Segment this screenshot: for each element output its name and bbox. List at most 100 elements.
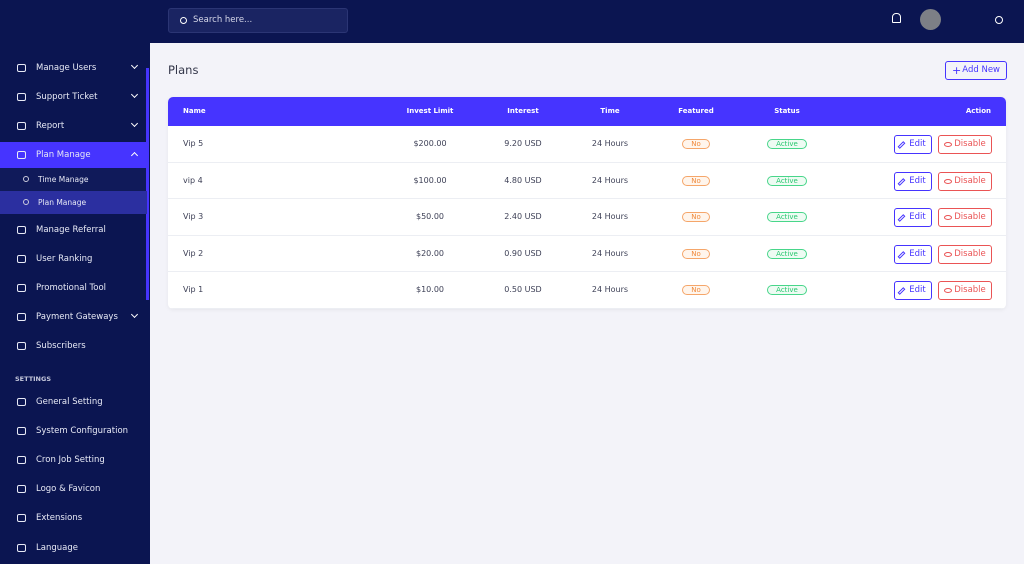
- nav-icon: [17, 427, 26, 436]
- scrollbar: [146, 68, 149, 300]
- nav-item[interactable]: Manage Users: [0, 55, 147, 81]
- nav-label: Extensions: [36, 513, 83, 524]
- edit-icon: [897, 177, 906, 186]
- edit-icon: [897, 287, 906, 296]
- featured-badge: No: [682, 139, 710, 149]
- nav-item[interactable]: Subscribers: [0, 333, 147, 359]
- section-label: SETTINGS: [15, 375, 52, 383]
- status-badge: Active: [767, 175, 807, 186]
- cell: $10.00: [416, 285, 444, 295]
- nav-item[interactable]: Plan Manage: [0, 142, 147, 168]
- nav-label: Report: [36, 121, 65, 131]
- nav-label: Payment Gateways: [36, 312, 118, 322]
- nav-item[interactable]: System Configuration: [0, 418, 147, 444]
- featured-badge: No: [682, 212, 710, 223]
- avatar[interactable]: [920, 9, 941, 30]
- disable-button[interactable]: Disable: [938, 171, 992, 191]
- status-badge: Active: [767, 285, 807, 296]
- edit-icon: [897, 141, 906, 149]
- nav-icon: [17, 485, 26, 494]
- nav-item[interactable]: Promotional Tool: [0, 275, 147, 301]
- nav-icon: [17, 64, 26, 72]
- nav-item[interactable]: Extensions: [0, 505, 147, 531]
- edit-button[interactable]: Edit: [894, 208, 932, 228]
- nav-item[interactable]: General Setting: [0, 389, 147, 415]
- nav-item[interactable]: User Ranking: [0, 246, 147, 272]
- nav-item[interactable]: Logo & Favicon: [0, 476, 147, 502]
- cell: vip 4: [183, 175, 203, 185]
- status-badge: Active: [767, 248, 807, 259]
- nav-item[interactable]: Cron Job Setting: [0, 447, 147, 473]
- notification-icon[interactable]: [892, 13, 901, 23]
- cell: Vip 2: [183, 248, 204, 258]
- disable-button[interactable]: Disable: [938, 208, 992, 228]
- nav-label: General Setting: [36, 397, 103, 407]
- cell: Vip 5: [183, 139, 204, 148]
- nav-item[interactable]: Support Ticket: [0, 84, 147, 110]
- cell: $50.00: [416, 212, 444, 222]
- search-placeholder: Search here...: [193, 15, 253, 25]
- nav-label: User Ranking: [36, 254, 93, 264]
- nav-caret: [130, 119, 139, 128]
- nav-icon: [17, 255, 26, 263]
- nav-label: Language: [36, 542, 78, 553]
- cell: 2.40 USD: [504, 212, 542, 222]
- edit-icon: [897, 214, 906, 223]
- edit-label: Edit: [909, 248, 926, 259]
- disable-icon: [944, 142, 952, 147]
- cell: 24 Hours: [591, 212, 629, 222]
- nav-item[interactable]: Report: [0, 113, 147, 139]
- search-box[interactable]: Search here...: [168, 8, 348, 33]
- featured-badge: No: [682, 285, 710, 296]
- disable-button[interactable]: Disable: [938, 135, 992, 154]
- submenu-item[interactable]: Time Manage: [0, 168, 147, 191]
- search-icon: [180, 17, 187, 24]
- nav-item[interactable]: Payment Gateways: [0, 304, 147, 330]
- nav-caret: [130, 310, 139, 319]
- disable-icon: [944, 178, 952, 184]
- disable-label: Disable: [954, 139, 986, 149]
- column-header: Name: [183, 107, 206, 115]
- disable-label: Disable: [954, 285, 986, 296]
- submenu-label: Plan Manage: [38, 198, 87, 207]
- dropdown-icon[interactable]: [995, 16, 1003, 24]
- nav-item[interactable]: Manage Referral: [0, 217, 147, 243]
- table-row: Vip 5 $200.00 9.20 USD 24 Hours No Active Edit…: [168, 126, 1006, 163]
- disable-button[interactable]: Disable: [938, 281, 992, 301]
- nav-label: Promotional Tool: [36, 283, 107, 293]
- add-new-button[interactable]: + Add New: [945, 61, 1007, 80]
- table-row: vip 4 $100.00 4.80 USD 24 Hours No Active Edit…: [168, 163, 1006, 200]
- nav-label: Logo & Favicon: [36, 484, 101, 495]
- nav-icon: [17, 93, 26, 101]
- submenu-item[interactable]: Plan Manage: [0, 191, 147, 214]
- column-header: Time: [600, 107, 620, 115]
- cell: Vip 3: [183, 212, 204, 222]
- table-row: Vip 1 $10.00 0.50 USD 24 Hours No Active Edit D…: [168, 272, 1006, 309]
- disable-icon: [944, 215, 952, 221]
- edit-button[interactable]: Edit: [894, 244, 932, 264]
- disable-label: Disable: [954, 248, 986, 259]
- nav-icon: [17, 226, 26, 234]
- plans-table: Name Invest Limit Interest Time Featured Stat…: [168, 97, 1006, 309]
- nav-icon: [17, 313, 26, 321]
- disable-label: Disable: [954, 175, 986, 186]
- featured-badge: No: [682, 248, 710, 259]
- column-header: Status: [774, 107, 800, 115]
- nav-icon: [17, 122, 26, 130]
- cell: $100.00: [413, 175, 447, 185]
- edit-button[interactable]: Edit: [894, 281, 932, 301]
- edit-label: Edit: [909, 285, 926, 296]
- disable-button[interactable]: Disable: [938, 244, 992, 264]
- edit-button[interactable]: Edit: [894, 135, 932, 154]
- table-row: Vip 3 $50.00 2.40 USD 24 Hours No Active Edit D…: [168, 199, 1006, 236]
- status-badge: Active: [767, 139, 807, 149]
- nav-caret: [130, 151, 139, 160]
- cell: 24 Hours: [591, 175, 629, 185]
- cell: 24 Hours: [591, 139, 629, 148]
- disable-icon: [944, 288, 952, 294]
- featured-badge: No: [682, 175, 710, 186]
- column-header: Invest Limit: [406, 107, 454, 115]
- nav-item[interactable]: Language: [0, 535, 147, 561]
- edit-button[interactable]: Edit: [894, 171, 932, 191]
